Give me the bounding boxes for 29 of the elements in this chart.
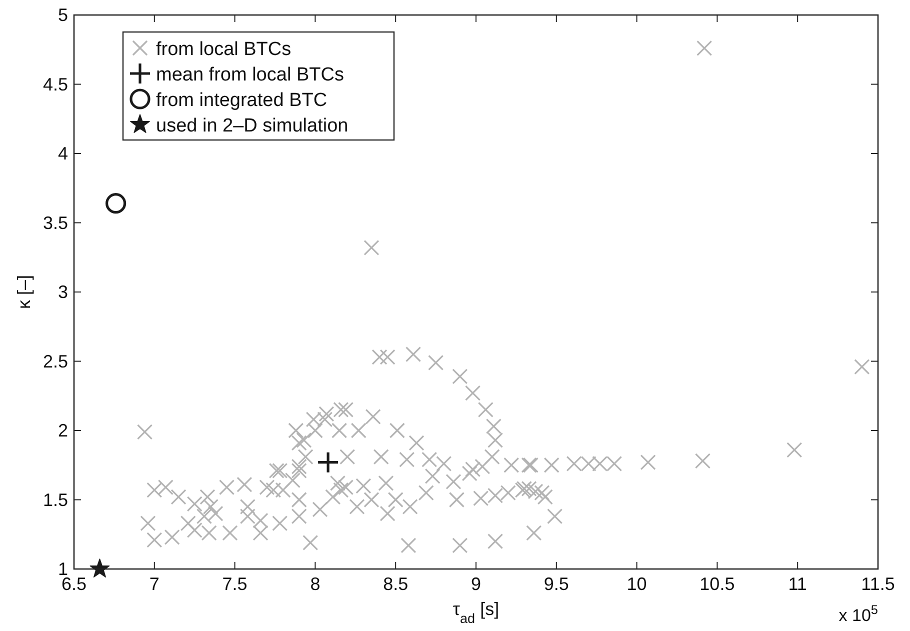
- text: x 10$^{5}$: [838, 602, 878, 625]
- y-tick-label: 5: [58, 5, 68, 25]
- x-tick-label: 7.5: [222, 574, 248, 594]
- legend-label: used in 2–D simulation: [156, 116, 348, 136]
- y-tick-label: 3.5: [42, 212, 68, 233]
- y-tick-label: 4.5: [42, 74, 68, 94]
- y-tick-label: 2: [58, 420, 68, 440]
- x-tick-label: 11.5: [861, 574, 895, 594]
- legend-label: from local BTCs: [156, 39, 292, 60]
- x-tick-label: 9.5: [544, 574, 569, 594]
- y-tick-label: 4: [58, 144, 68, 164]
- x-tick-label: 9: [470, 574, 482, 594]
- x-tick-label: 11: [788, 574, 807, 594]
- x-tick-label: 6.5: [61, 574, 87, 594]
- point: [316, 451, 340, 474]
- y-axis-title: κ [–]: [14, 274, 34, 310]
- y-tick-label: 2.5: [42, 351, 68, 372]
- x-axis-title: τ$_{ad}$ [s]: [452, 599, 500, 626]
- legend-label: from integrated BTC: [156, 90, 328, 111]
- x-tick-label: 7: [149, 574, 160, 594]
- y-tick-label: 1.5: [42, 490, 68, 510]
- point: [106, 193, 126, 214]
- x-tick-label: 10: [626, 574, 647, 594]
- x-tick-label: 8: [310, 574, 320, 594]
- y-tick-label: 3: [58, 282, 68, 302]
- x-tick-label: 8.5: [383, 574, 408, 594]
- x-tick-label: 10.5: [700, 574, 735, 594]
- legend-label: mean from local BTCs: [156, 64, 344, 86]
- point: [90, 558, 110, 578]
